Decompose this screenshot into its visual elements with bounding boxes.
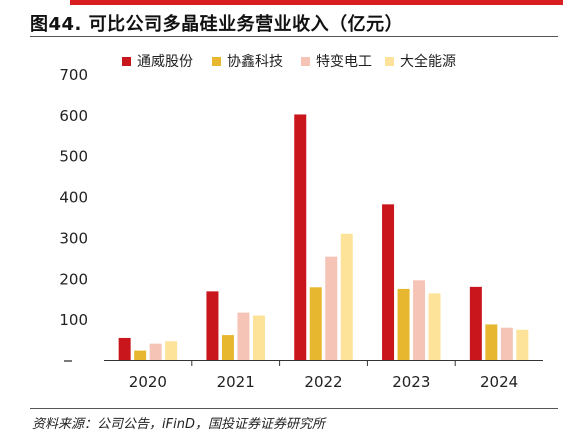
x-tick-label: 2021 [217,373,255,391]
y-tick-label: 700 [59,66,88,84]
legend-label: 通威股份 [137,54,193,70]
bar [469,286,482,360]
bar [413,280,426,360]
bar [149,343,162,360]
y-tick-label: 100 [59,311,88,329]
bar [397,288,410,360]
bar [382,204,395,360]
bar [340,233,353,360]
bar [500,327,513,360]
x-tick-label: 2020 [129,373,167,391]
chart-title: 图44. 可比公司多晶硅业务营业收入（亿元） [30,14,404,35]
bar [428,293,441,360]
top-bar-red [70,0,563,5]
bar [252,315,265,360]
bar [325,256,338,360]
bar [309,287,322,360]
bar [516,329,529,360]
source-note: 资料来源：公司公告，iFinD，国投证券证券研究所 [32,417,325,432]
title-divider [30,36,558,37]
legend-label: 大全能源 [400,53,456,70]
x-tick-label: 2023 [392,373,430,391]
legend-label: 协鑫科技 [227,53,283,70]
bar [134,350,147,360]
bar [118,337,131,360]
bar [165,341,178,360]
legend-swatch [212,57,221,66]
y-tick-label: 500 [59,148,88,166]
bar [485,324,498,360]
top-bar-gap [0,0,70,5]
legend-label: 特变电工 [316,54,372,70]
y-tick-label: 300 [59,229,88,247]
bar-chart: 100 200 300 400 500 600 700 2020 2021 2022 2023 202… [59,53,543,391]
y-tick-label: 200 [59,270,88,288]
legend-swatch [301,57,310,66]
bar [294,114,307,360]
x-tick-label: 2024 [480,373,518,391]
bar [206,291,219,360]
bar [237,312,250,360]
legend-swatch [385,57,394,66]
legend-swatch [122,57,131,66]
y-tick-label: 600 [59,107,88,125]
bar [221,335,234,360]
y-tick-label: 400 [59,189,88,207]
x-tick-label: 2022 [304,373,342,391]
top-accent-bar [0,0,563,5]
footer-divider [30,408,558,409]
